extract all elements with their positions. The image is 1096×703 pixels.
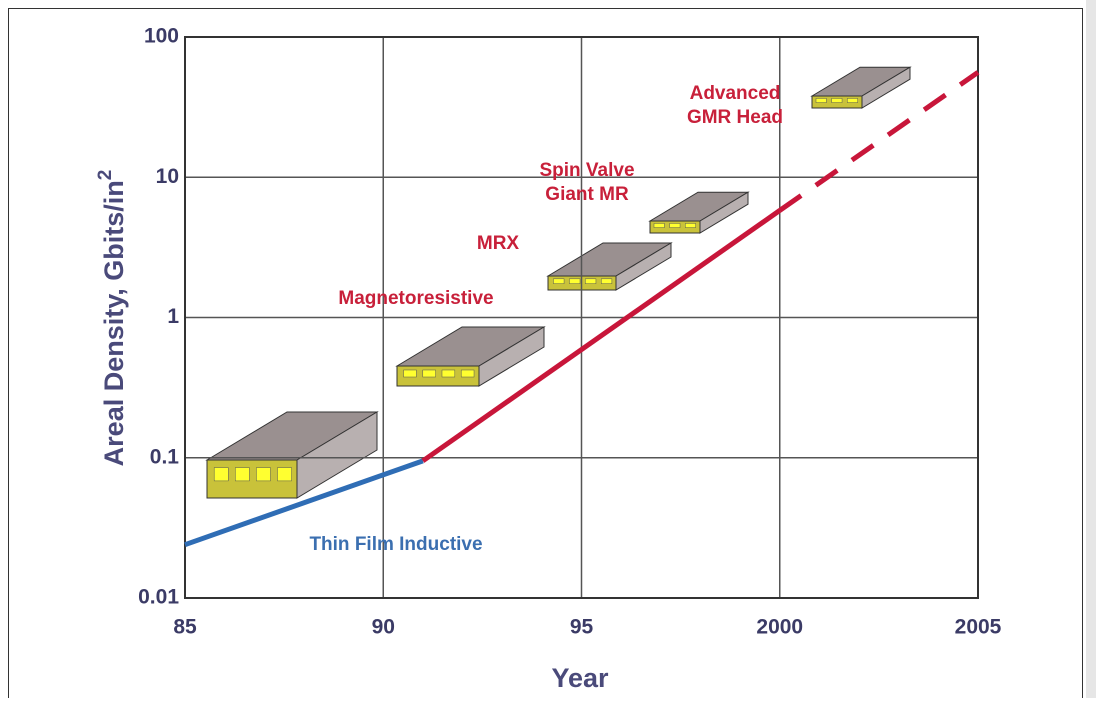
head-icon [648,191,750,234]
data-line [184,458,424,548]
head-icon [546,242,673,291]
y-axis-title-sup: 2 [95,170,116,181]
frame [8,8,1083,703]
annotation: Magnetoresistive [338,288,493,309]
head-pad [585,278,597,284]
y-tick-label: 0.01 [138,586,179,609]
side-strip [1086,0,1096,698]
head-pad [441,369,456,378]
head-icons [205,66,912,499]
head-pad [847,98,858,103]
y-tick-label: 10 [156,165,179,188]
head-icon [205,411,379,499]
y-axis-title-main: Areal Density, Gbits/in [99,180,129,466]
annotation: GMR Head [687,107,783,128]
head-pad [685,223,696,228]
y-tick-label: 1 [167,305,179,328]
x-tick-label: 90 [372,616,395,639]
x-tick-label: 85 [173,616,197,639]
x-tick-label: 2000 [756,616,803,639]
head-pad [653,223,665,228]
head-pad [256,467,271,482]
data-line [778,70,980,213]
x-tick-label: 95 [570,616,594,639]
x-axis-title: Year [551,663,609,693]
head-front [396,365,480,387]
head-pad [277,467,292,482]
head-icon [810,66,912,109]
annotation: Giant MR [545,184,629,205]
head-pad [553,278,565,284]
x-tick-label: 2005 [955,616,1002,639]
annotation: Advanced [690,83,781,104]
head-pad [460,369,475,378]
y-tick-label: 0.1 [150,445,180,468]
head-pad [831,98,843,103]
head-pad [235,467,250,482]
head-pad [403,369,417,378]
head-pad [669,223,681,228]
annotation: MRX [477,233,520,254]
head-pad [422,369,436,378]
head-pad [569,278,581,284]
annotation: Thin Film Inductive [309,534,482,555]
head-pad [815,98,827,103]
head-pad [213,467,229,482]
y-tick-label: 100 [144,25,179,48]
y-axis-title: Areal Density, Gbits/in2 [95,170,129,467]
plot-border [184,36,979,599]
head-icon [395,326,546,387]
head-pad [601,278,613,284]
data-line [421,208,782,463]
annotation: Spin Valve [539,160,634,181]
